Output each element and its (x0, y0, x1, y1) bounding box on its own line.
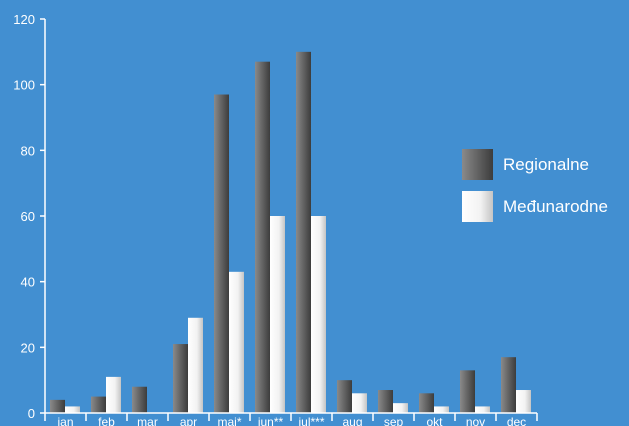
bar-medunarodne-11 (516, 390, 531, 413)
bar-regionalne-10 (460, 370, 475, 413)
x-category-label: sep (384, 415, 404, 426)
y-tick-label: 60 (21, 209, 35, 224)
bar-medunarodne-4 (229, 271, 244, 413)
bar-medunarodne-5 (270, 216, 285, 413)
y-tick-label: 100 (13, 78, 35, 93)
y-tick-label: 20 (21, 340, 35, 355)
x-category-label: aug (342, 415, 362, 426)
bar-medunarodne-10 (475, 406, 490, 413)
bar-medunarodne-0 (65, 406, 80, 413)
y-tick-label: 120 (13, 12, 35, 27)
bar-regionalne-8 (378, 390, 393, 413)
legend-label-1: Međunarodne (503, 197, 608, 216)
bar-regionalne-4 (214, 94, 229, 414)
bar-regionalne-0 (50, 399, 65, 413)
legend-label-0: Regionalne (503, 155, 589, 174)
x-category-label: okt (426, 415, 443, 426)
x-category-label: jun** (257, 415, 284, 426)
bar-regionalne-11 (501, 357, 516, 413)
y-tick-label: 40 (21, 275, 35, 290)
y-tick-label: 80 (21, 143, 35, 158)
bar-medunarodne-9 (434, 406, 449, 413)
x-category-label: mar (137, 415, 158, 426)
bar-medunarodne-3 (188, 317, 203, 413)
x-category-label: feb (98, 415, 115, 426)
bar-regionalne-6 (296, 51, 311, 413)
x-axis: jan feb mar apr maj* jun** jul*** aug sep okt nov d… (44, 412, 538, 426)
bar-regionalne-1 (91, 396, 106, 413)
bar-regionalne-2 (132, 386, 147, 413)
bar-medunarodne-7 (352, 393, 367, 413)
legend-swatch-0 (462, 149, 493, 180)
bar-regionalne-7 (337, 380, 352, 413)
bar-regionalne-3 (173, 344, 188, 413)
x-category-label: jan (56, 415, 73, 426)
bars (50, 51, 531, 414)
y-tick-label: 0 (28, 406, 35, 421)
x-category-label: maj* (217, 415, 241, 426)
legend: Regionalne Međunarodne (462, 149, 608, 222)
bar-medunarodne-1 (106, 376, 121, 413)
y-axis: 0 20 40 60 80 100 120 (13, 12, 46, 421)
bar-medunarodne-8 (393, 403, 408, 413)
bar-regionalne-5 (255, 61, 270, 413)
bar-regionalne-9 (419, 393, 434, 413)
x-category-label: jul*** (297, 415, 324, 426)
x-category-label: nov (466, 415, 485, 426)
bar-medunarodne-6 (311, 216, 326, 413)
legend-swatch-1 (462, 191, 493, 222)
x-category-label: apr (180, 415, 197, 426)
x-category-label: dec (507, 415, 526, 426)
